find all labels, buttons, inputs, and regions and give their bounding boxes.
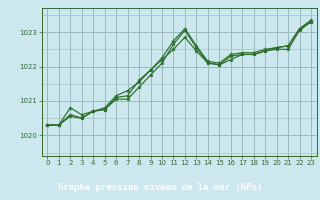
Text: Graphe pression niveau de la mer (hPa): Graphe pression niveau de la mer (hPa) — [58, 183, 262, 192]
